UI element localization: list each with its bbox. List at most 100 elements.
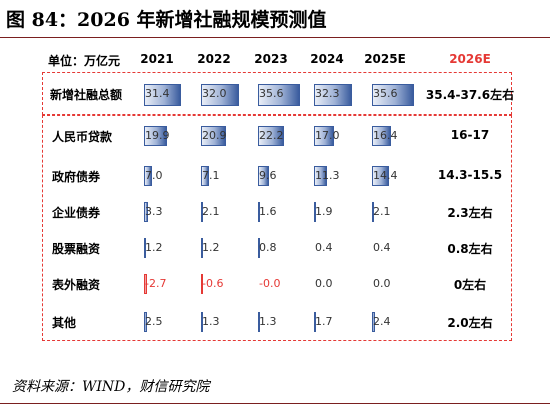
cell-value: 31.4 — [145, 87, 170, 100]
row-label: 股票融资 — [52, 242, 101, 256]
value-cell: 16.4 — [372, 126, 422, 146]
value-cell: 0.4 — [372, 238, 422, 258]
cell-value: 19.9 — [145, 129, 170, 142]
value-cell: -0.6 — [201, 274, 251, 294]
data-bar — [314, 166, 328, 186]
year-header-2021: 2021 — [140, 52, 174, 66]
data-bar — [314, 84, 353, 106]
year-header-2025e: 2025E — [364, 52, 406, 66]
data-bar — [201, 238, 203, 258]
value-cell: 1.3 — [201, 312, 251, 332]
data-bar — [201, 312, 203, 332]
value-cell: 35.6 — [372, 84, 422, 106]
cell-value: 1.3 — [259, 315, 277, 328]
value-cell: 2.5 — [144, 312, 194, 332]
data-bar — [144, 312, 147, 332]
value-cell: 11.3 — [314, 166, 364, 186]
forecast-value: 14.3-15.5 — [437, 168, 503, 182]
value-cell: 1.2 — [201, 238, 251, 258]
data-bar — [258, 202, 260, 222]
value-cell: 3.3 — [144, 202, 194, 222]
cell-value: 16.4 — [373, 129, 398, 142]
cell-value: 0.4 — [315, 241, 333, 254]
cell-value: 1.7 — [315, 315, 333, 328]
forecast-value: 35.4-37.6左右 — [425, 88, 515, 102]
row-label: 人民币贷款 — [52, 130, 113, 144]
value-cell: 20.9 — [201, 126, 251, 146]
year-header-2022: 2022 — [197, 52, 231, 66]
value-cell: 0.4 — [314, 238, 364, 258]
data-bar — [258, 126, 285, 146]
cell-value: 2.4 — [373, 315, 391, 328]
row-label: 其他 — [52, 316, 77, 330]
cell-value: 20.9 — [202, 129, 227, 142]
data-bar — [201, 202, 204, 222]
data-bar — [201, 126, 226, 146]
cell-value: 1.6 — [259, 205, 277, 218]
value-cell: 2.1 — [201, 202, 251, 222]
cell-value: 3.3 — [145, 205, 163, 218]
value-cell: -2.7 — [144, 274, 194, 294]
data-bar — [314, 202, 317, 222]
data-bar — [201, 166, 210, 186]
data-bar — [372, 126, 392, 146]
data-bar — [258, 312, 260, 332]
cell-value: 1.9 — [315, 205, 333, 218]
data-bar — [144, 166, 153, 186]
forecast-value: 0.8左右 — [447, 242, 493, 256]
value-cell: 7.0 — [144, 166, 194, 186]
data-bar — [144, 84, 182, 106]
cell-value: 14.4 — [373, 169, 398, 182]
data-bar — [314, 126, 335, 146]
value-cell: 19.9 — [144, 126, 194, 146]
figure-title: 图 84：2026 年新增社融规模预测值 — [6, 9, 327, 31]
year-header-2024: 2024 — [310, 52, 344, 66]
cell-value: 32.0 — [202, 87, 227, 100]
data-bar — [258, 84, 300, 106]
value-cell: 2.1 — [372, 202, 422, 222]
forecast-value: 16-17 — [450, 128, 490, 142]
forecast-value: 2.3左右 — [447, 206, 493, 220]
cell-value: 32.3 — [315, 87, 340, 100]
value-cell: 1.2 — [144, 238, 194, 258]
negative-data-bar — [201, 274, 203, 294]
year-header-2023: 2023 — [254, 52, 288, 66]
cell-value: 1.3 — [202, 315, 220, 328]
value-cell: 32.3 — [314, 84, 364, 106]
forecast-value: 0左右 — [453, 278, 487, 292]
row-label: 企业债券 — [52, 206, 101, 220]
cell-value: 0.8 — [259, 241, 277, 254]
cell-value: -0.6 — [202, 277, 224, 290]
negative-data-bar — [144, 274, 148, 294]
row-label: 表外融资 — [52, 278, 101, 292]
value-cell: -0.0 — [258, 274, 308, 294]
bottom-divider — [0, 403, 550, 404]
cell-value: -2.7 — [145, 277, 167, 290]
value-cell: 22.2 — [258, 126, 308, 146]
cell-value: 2.5 — [145, 315, 163, 328]
cell-value: 2.1 — [373, 205, 391, 218]
data-bar — [372, 202, 375, 222]
data-bar — [314, 312, 316, 332]
data-bar — [258, 166, 270, 186]
value-cell: 1.3 — [258, 312, 308, 332]
cell-value: 1.2 — [145, 241, 163, 254]
value-cell: 1.9 — [314, 202, 364, 222]
components-box — [42, 115, 512, 341]
value-cell: 0.8 — [258, 238, 308, 258]
value-cell: 0.0 — [372, 274, 422, 294]
data-bar — [144, 202, 148, 222]
row-label: 政府债券 — [52, 170, 101, 184]
data-bar — [372, 166, 389, 186]
cell-value: 17.0 — [315, 129, 340, 142]
cell-value: 11.3 — [315, 169, 340, 182]
value-cell: 1.7 — [314, 312, 364, 332]
value-cell: 35.6 — [258, 84, 308, 106]
cell-value: 7.0 — [145, 169, 163, 182]
row-label: 新增社融总额 — [50, 88, 123, 102]
cell-value: 7.1 — [202, 169, 220, 182]
cell-value: -0.0 — [259, 277, 281, 290]
value-cell: 31.4 — [144, 84, 194, 106]
value-cell: 1.6 — [258, 202, 308, 222]
cell-value: 0.0 — [315, 277, 333, 290]
